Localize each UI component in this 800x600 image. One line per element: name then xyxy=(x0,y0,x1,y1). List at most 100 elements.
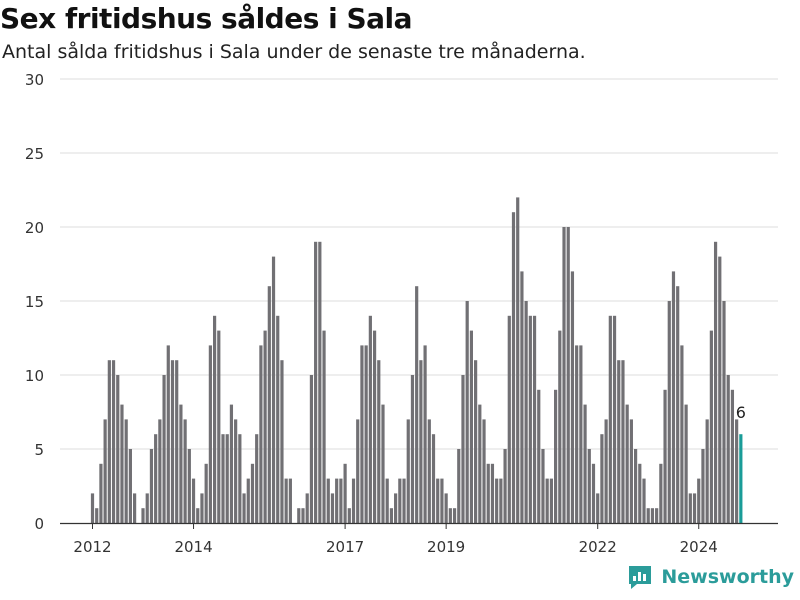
bar xyxy=(187,449,191,523)
y-tick-label: 10 xyxy=(25,367,44,385)
bar xyxy=(499,478,503,523)
bar xyxy=(688,493,692,523)
bar xyxy=(406,419,410,523)
brand-name: Newsworthy xyxy=(661,566,794,588)
bar xyxy=(318,241,322,524)
bar xyxy=(474,360,478,523)
bar xyxy=(242,493,246,523)
bar xyxy=(579,345,583,523)
bar xyxy=(431,434,436,523)
bar xyxy=(183,419,187,523)
bar xyxy=(532,315,537,523)
bar xyxy=(604,419,608,523)
bar xyxy=(107,360,111,523)
bar xyxy=(385,478,389,523)
bar xyxy=(95,508,99,523)
bar xyxy=(629,419,633,523)
bar xyxy=(516,197,520,523)
bar xyxy=(730,389,735,523)
bar xyxy=(718,256,722,523)
bar xyxy=(625,404,629,523)
bar xyxy=(427,419,431,523)
bar xyxy=(415,286,419,523)
bar xyxy=(330,493,335,523)
bar xyxy=(326,478,330,523)
bar xyxy=(545,478,549,523)
bar xyxy=(347,508,351,523)
bar xyxy=(638,463,642,523)
bar xyxy=(221,434,225,523)
bar xyxy=(99,463,103,523)
x-tick-label: 2019 xyxy=(427,538,465,556)
bar xyxy=(667,301,671,523)
y-tick-label: 15 xyxy=(25,293,44,311)
bar xyxy=(461,375,465,523)
chart-title: Sex fritidshus såldes i Sala xyxy=(0,2,413,35)
bar xyxy=(389,508,394,523)
bar xyxy=(158,419,162,523)
bar xyxy=(596,493,600,523)
bar xyxy=(335,478,339,523)
bar xyxy=(154,434,158,523)
bar xyxy=(482,419,486,523)
bar xyxy=(162,375,166,523)
bar xyxy=(465,301,469,523)
bar xyxy=(663,389,667,523)
grid-lines xyxy=(60,78,778,450)
x-axis: 2012 2014 2017 2019 2022 2024 xyxy=(60,522,778,556)
bar xyxy=(297,508,301,523)
bar xyxy=(570,271,575,523)
bar xyxy=(709,330,713,523)
y-tick-label: 25 xyxy=(25,145,44,163)
bar xyxy=(309,375,314,523)
bar xyxy=(204,463,208,523)
bar xyxy=(608,315,612,523)
bar xyxy=(739,434,743,523)
bar xyxy=(255,434,259,523)
bar xyxy=(486,463,490,523)
bar xyxy=(322,330,326,523)
bar xyxy=(398,478,402,523)
bar xyxy=(259,345,263,523)
bar xyxy=(280,360,284,523)
bar xyxy=(377,360,381,523)
bar xyxy=(554,389,558,523)
bar xyxy=(452,508,457,523)
bar xyxy=(495,478,499,523)
bar xyxy=(381,404,385,523)
bar xyxy=(90,493,95,523)
bar xyxy=(141,508,145,523)
bar xyxy=(705,419,709,523)
x-tick-label: 2022 xyxy=(579,538,617,556)
bar xyxy=(402,478,406,523)
bar xyxy=(671,271,676,523)
bar xyxy=(276,315,280,523)
x-tick-label: 2024 xyxy=(680,538,718,556)
bar xyxy=(339,478,343,523)
bar xyxy=(612,315,617,523)
bar xyxy=(179,404,183,523)
y-tick-label: 30 xyxy=(25,71,44,89)
bar xyxy=(478,404,482,523)
bar xyxy=(680,345,684,523)
bar xyxy=(116,375,120,523)
bar xyxy=(124,419,128,523)
bar xyxy=(621,360,625,523)
bar xyxy=(726,375,730,523)
newsworthy-brand: Newsworthy xyxy=(627,564,794,590)
bar xyxy=(633,449,638,523)
bar xyxy=(360,345,364,523)
bar xyxy=(208,345,212,523)
bar xyxy=(436,478,440,523)
bar xyxy=(120,404,124,523)
bar xyxy=(528,315,532,523)
bar xyxy=(591,463,596,523)
bar xyxy=(659,463,663,523)
bar xyxy=(305,493,309,523)
bar xyxy=(267,286,271,523)
bar xyxy=(356,419,360,523)
bar xyxy=(600,434,604,523)
y-axis-tick-labels: 0 5 10 15 20 25 30 xyxy=(25,71,44,533)
bar xyxy=(735,419,739,523)
bar xyxy=(246,478,250,523)
